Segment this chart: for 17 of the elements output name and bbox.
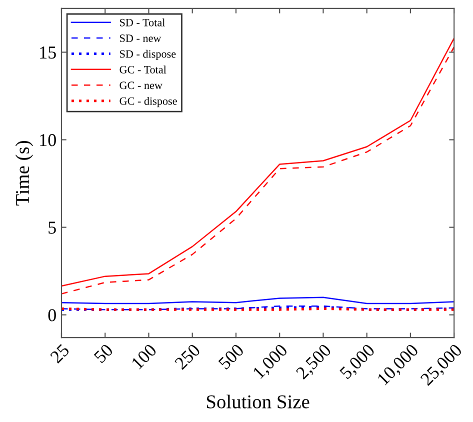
legend-label: SD - dispose (120, 50, 176, 60)
x-tick-label: 100 (131, 343, 158, 370)
legend-label: GC - dispose (120, 97, 177, 108)
y-axis-title: Time (s) (15, 141, 34, 206)
x-tick-label: 500 (218, 343, 244, 370)
x-tick-label: 25 (50, 343, 70, 364)
legend-label: SD - new (120, 34, 162, 42)
y-tick-label: 10 (40, 134, 56, 146)
y-tick-label: 15 (40, 46, 56, 59)
x-tick-label: 250 (174, 343, 201, 370)
x-axis-title: Solution Size (206, 394, 310, 408)
y-tick-label: 5 (48, 222, 56, 234)
legend-label: GC - Total (120, 66, 166, 74)
x-tick-label: 50 (93, 343, 114, 364)
legend-label: GC - new (120, 82, 162, 90)
y-tick-label: 0 (48, 309, 56, 322)
legend-label: SD - Total (120, 18, 165, 26)
